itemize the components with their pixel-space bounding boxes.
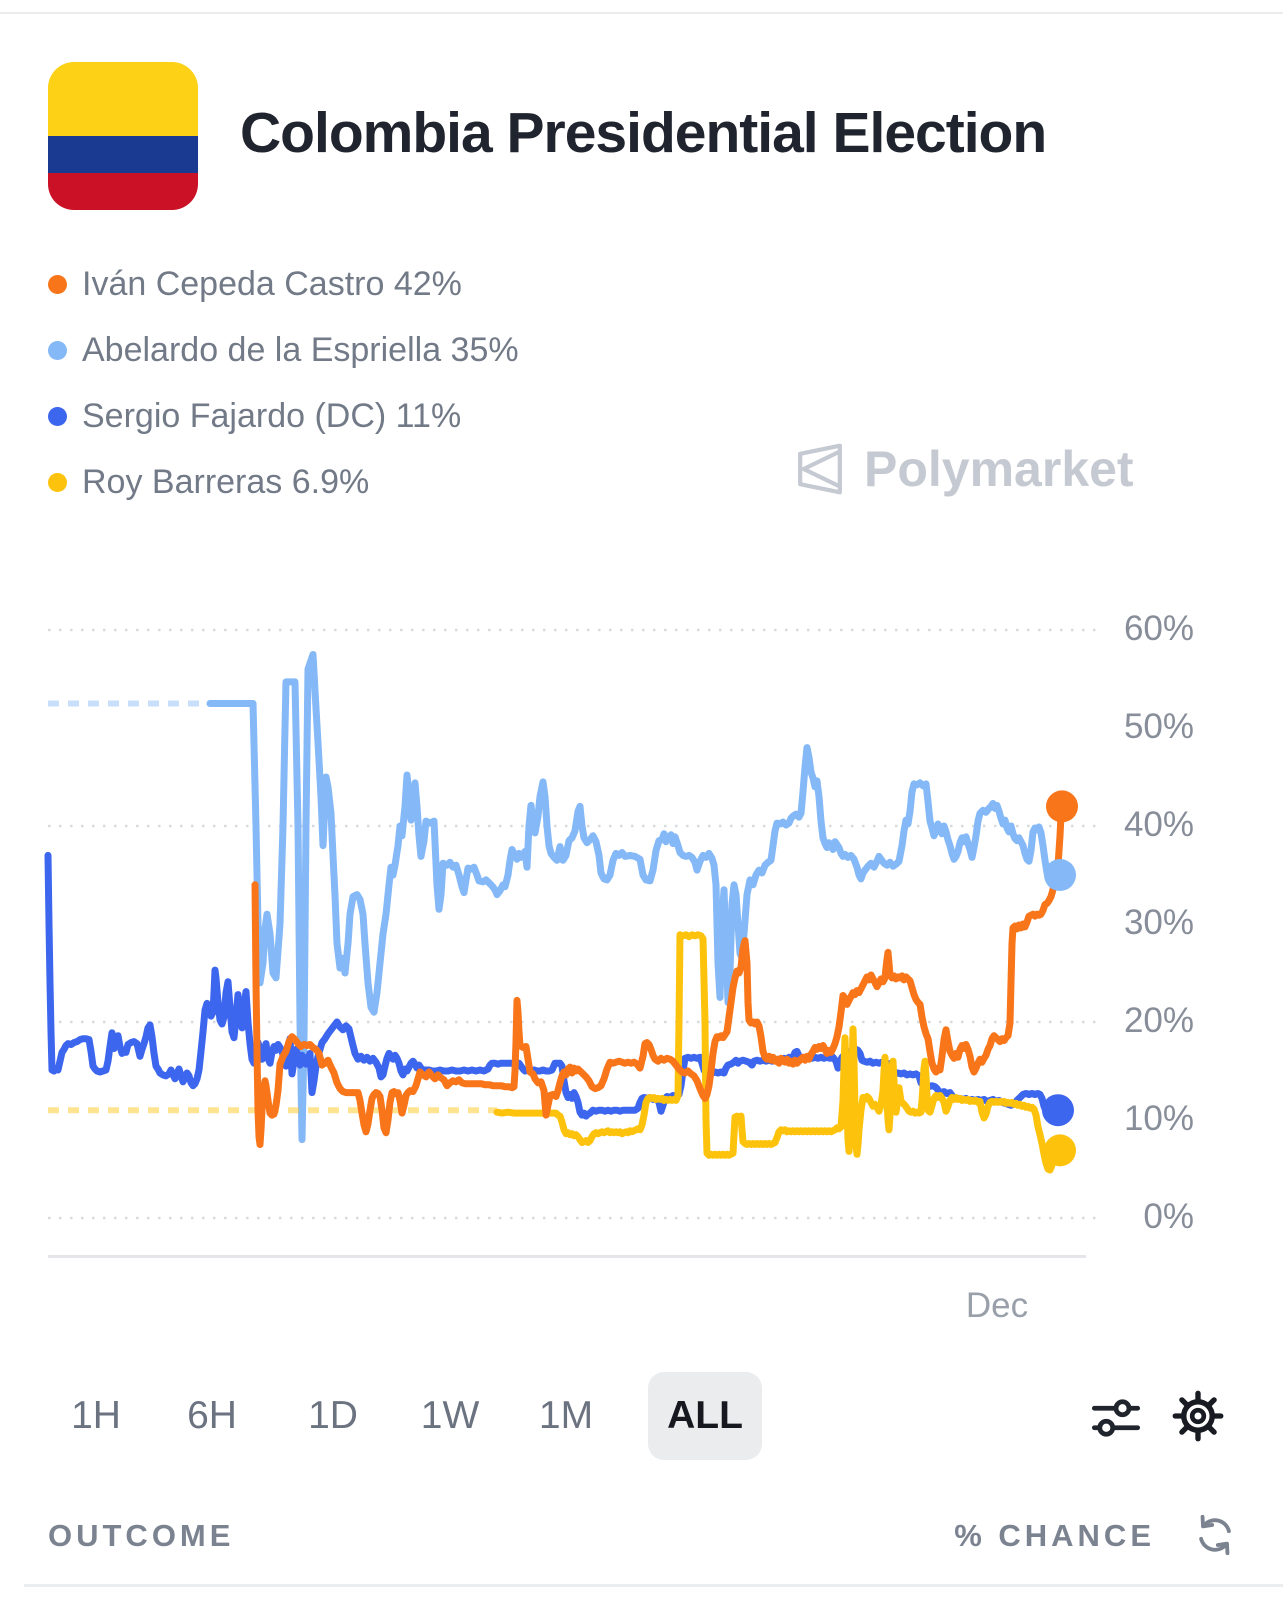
legend-label: Sergio Fajardo (DC) 11% <box>82 397 462 435</box>
polymarket-watermark: Polymarket <box>792 440 1134 498</box>
y-axis-tick-50: 50% <box>1123 707 1194 746</box>
series-line-barreras <box>493 931 1064 1174</box>
legend-dot-fajardo <box>48 407 67 426</box>
legend-dot-barreras <box>48 473 67 492</box>
x-axis-line <box>48 1255 1086 1258</box>
series-line-fajardo <box>44 851 1062 1120</box>
endpoint-dot-barreras <box>1044 1134 1076 1167</box>
settings-button[interactable] <box>1170 1388 1226 1449</box>
y-axis-tick-20: 20% <box>1123 1001 1194 1040</box>
polymarket-wordmark: Polymarket <box>864 441 1134 497</box>
y-axis-tick-0: 0% <box>1143 1197 1194 1236</box>
legend-dot-espriella <box>48 341 67 360</box>
page-title: Colombia Presidential Election <box>240 101 1047 165</box>
colombia-flag-icon <box>48 62 198 210</box>
polymarket-logo-icon <box>798 443 842 495</box>
endpoint-dot-cepeda <box>1046 790 1078 823</box>
range-button-1m[interactable]: 1M <box>538 1394 594 1437</box>
top-divider <box>0 12 1283 14</box>
flag-stripe-blue <box>48 136 198 173</box>
chart-legend: Iván Cepeda Castro 42% Abelardo de la Es… <box>48 265 519 501</box>
range-button-6h[interactable]: 6H <box>187 1394 237 1437</box>
sliders-icon <box>1091 1399 1141 1437</box>
y-axis-tick-60: 60% <box>1123 609 1194 648</box>
flag-stripe-red <box>48 173 198 210</box>
refresh-icon <box>1199 1514 1231 1556</box>
range-button-1h[interactable]: 1H <box>71 1394 121 1437</box>
legend-label: Iván Cepeda Castro 42% <box>82 265 462 303</box>
legend-item-espriella[interactable]: Abelardo de la Espriella 35% <box>48 331 519 369</box>
series-line-cepeda <box>251 802 1066 1148</box>
gear-icon <box>1172 1390 1224 1442</box>
chance-column-header: % CHANCE <box>954 1518 1155 1553</box>
legend-item-barreras[interactable]: Roy Barreras 6.9% <box>48 463 519 501</box>
endpoint-dot-fajardo <box>1042 1094 1074 1127</box>
series-line-espriella <box>206 651 1064 1144</box>
range-button-1d[interactable]: 1D <box>308 1394 358 1437</box>
legend-label: Roy Barreras 6.9% <box>82 463 370 501</box>
refresh-chances-button[interactable] <box>1192 1512 1238 1563</box>
legend-item-fajardo[interactable]: Sergio Fajardo (DC) 11% <box>48 397 519 435</box>
y-axis-tick-40: 40% <box>1123 805 1194 844</box>
range-button-all[interactable]: ALL <box>648 1372 762 1460</box>
bottom-divider <box>24 1584 1283 1587</box>
endpoint-dot-espriella <box>1044 859 1076 891</box>
y-axis-tick-30: 30% <box>1123 903 1194 942</box>
legend-item-cepeda[interactable]: Iván Cepeda Castro 42% <box>48 265 519 303</box>
x-axis-tick-Dec: Dec <box>965 1286 1029 1325</box>
legend-dot-cepeda <box>48 275 67 294</box>
outcome-column-header: OUTCOME <box>48 1518 235 1553</box>
range-button-1w[interactable]: 1W <box>420 1394 480 1437</box>
y-axis-tick-10: 10% <box>1123 1099 1194 1138</box>
legend-label: Abelardo de la Espriella 35% <box>82 331 519 369</box>
chart-settings-sliders-button[interactable] <box>1090 1392 1142 1449</box>
flag-stripe-yellow <box>48 62 198 136</box>
